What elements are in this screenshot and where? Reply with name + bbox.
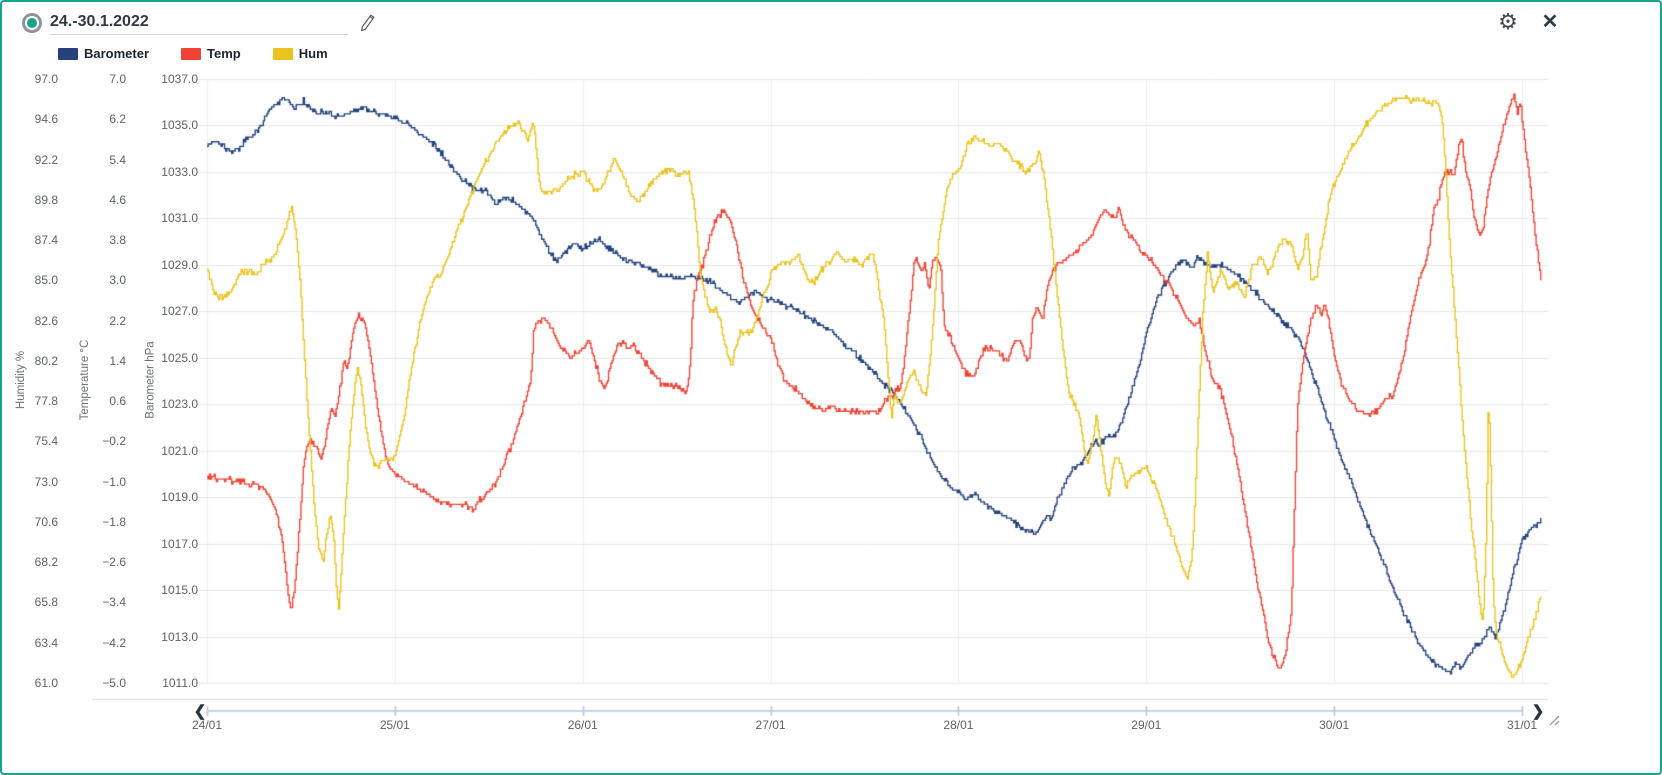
resize-handle-icon[interactable] (1546, 712, 1560, 726)
y-tick-label: 1031.0 (161, 211, 198, 226)
y-tick-label: 65.8 (34, 595, 58, 610)
x-tick-label: 31/01 (1506, 718, 1538, 732)
y-tick-label: 0.6 (109, 394, 126, 409)
y-tick-label: 1025.0 (161, 350, 198, 365)
y-tick-label: 80.2 (34, 353, 58, 368)
y-tick-label: −1.0 (102, 474, 126, 489)
x-tick-label: 30/01 (1319, 718, 1350, 732)
y-tick-label: 89.8 (34, 192, 58, 207)
y-tick-label: 5.4 (109, 152, 126, 167)
y-tick-label: −5.0 (102, 676, 126, 690)
x-tick-label: 29/01 (1131, 718, 1162, 732)
y-tick-label: −3.4 (102, 595, 126, 610)
y-tick-label: 3.0 (109, 273, 126, 288)
y-tick-label: 87.4 (34, 233, 58, 248)
y-tick-label: 3.8 (109, 233, 126, 248)
y-tick-label: 1015.0 (161, 583, 198, 598)
y-tick-label: 85.0 (34, 273, 58, 288)
barometer-axis-title: Barometer hPa (144, 341, 157, 419)
scroll-left-chevron-icon[interactable]: ❮ (193, 703, 207, 720)
x-tick-label: 28/01 (943, 718, 974, 732)
y-tick-label: 2.2 (109, 313, 126, 328)
y-tick-label: 1027.0 (161, 304, 198, 319)
y-tick-label: 1017.0 (161, 536, 198, 551)
y-tick-label: 1023.0 (161, 397, 198, 412)
x-tick-label: 27/01 (755, 718, 786, 732)
y-tick-label: −1.8 (102, 514, 126, 529)
y-tick-label: 61.0 (34, 676, 58, 690)
humidity-axis-title: Humidity % (15, 350, 27, 410)
y-tick-label: 63.4 (34, 635, 58, 650)
y-tick-label: 73.0 (34, 474, 58, 489)
x-tick-label: 24/01 (191, 718, 223, 732)
y-tick-label: −4.2 (102, 635, 126, 650)
y-tick-label: 92.2 (34, 152, 58, 167)
y-tick-label: 1019.0 (161, 490, 198, 505)
y-tick-label: 1011.0 (162, 676, 198, 690)
y-tick-label: 1029.0 (161, 257, 198, 272)
y-tick-label: 75.4 (34, 434, 58, 449)
y-tick-label: 1035.0 (161, 118, 198, 133)
y-tick-label: −0.2 (102, 434, 126, 449)
y-tick-label: 4.6 (109, 192, 126, 207)
y-tick-label: 7.0 (109, 72, 126, 86)
x-tick-label: 26/01 (567, 718, 598, 732)
y-tick-label: 6.2 (109, 112, 126, 127)
y-tick-label: 97.0 (34, 72, 58, 86)
scroll-right-chevron-icon[interactable]: ❯ (1531, 703, 1545, 720)
y-tick-label: −2.6 (102, 555, 126, 570)
y-tick-label: 1033.0 (161, 164, 198, 179)
y-tick-label: 82.6 (34, 313, 58, 328)
y-tick-label: 1037.0 (161, 72, 198, 86)
y-tick-label: 77.8 (34, 394, 58, 409)
y-tick-label: 1.4 (109, 353, 126, 368)
y-tick-label: 68.2 (34, 555, 58, 570)
temperature-axis-title: Temperature °C (79, 339, 91, 421)
y-tick-label: 1021.0 (161, 443, 198, 458)
y-tick-label: 94.6 (34, 112, 58, 127)
x-tick-label: 25/01 (379, 718, 410, 732)
y-tick-label: 1013.0 (161, 629, 198, 644)
y-tick-label: 70.6 (34, 514, 58, 529)
